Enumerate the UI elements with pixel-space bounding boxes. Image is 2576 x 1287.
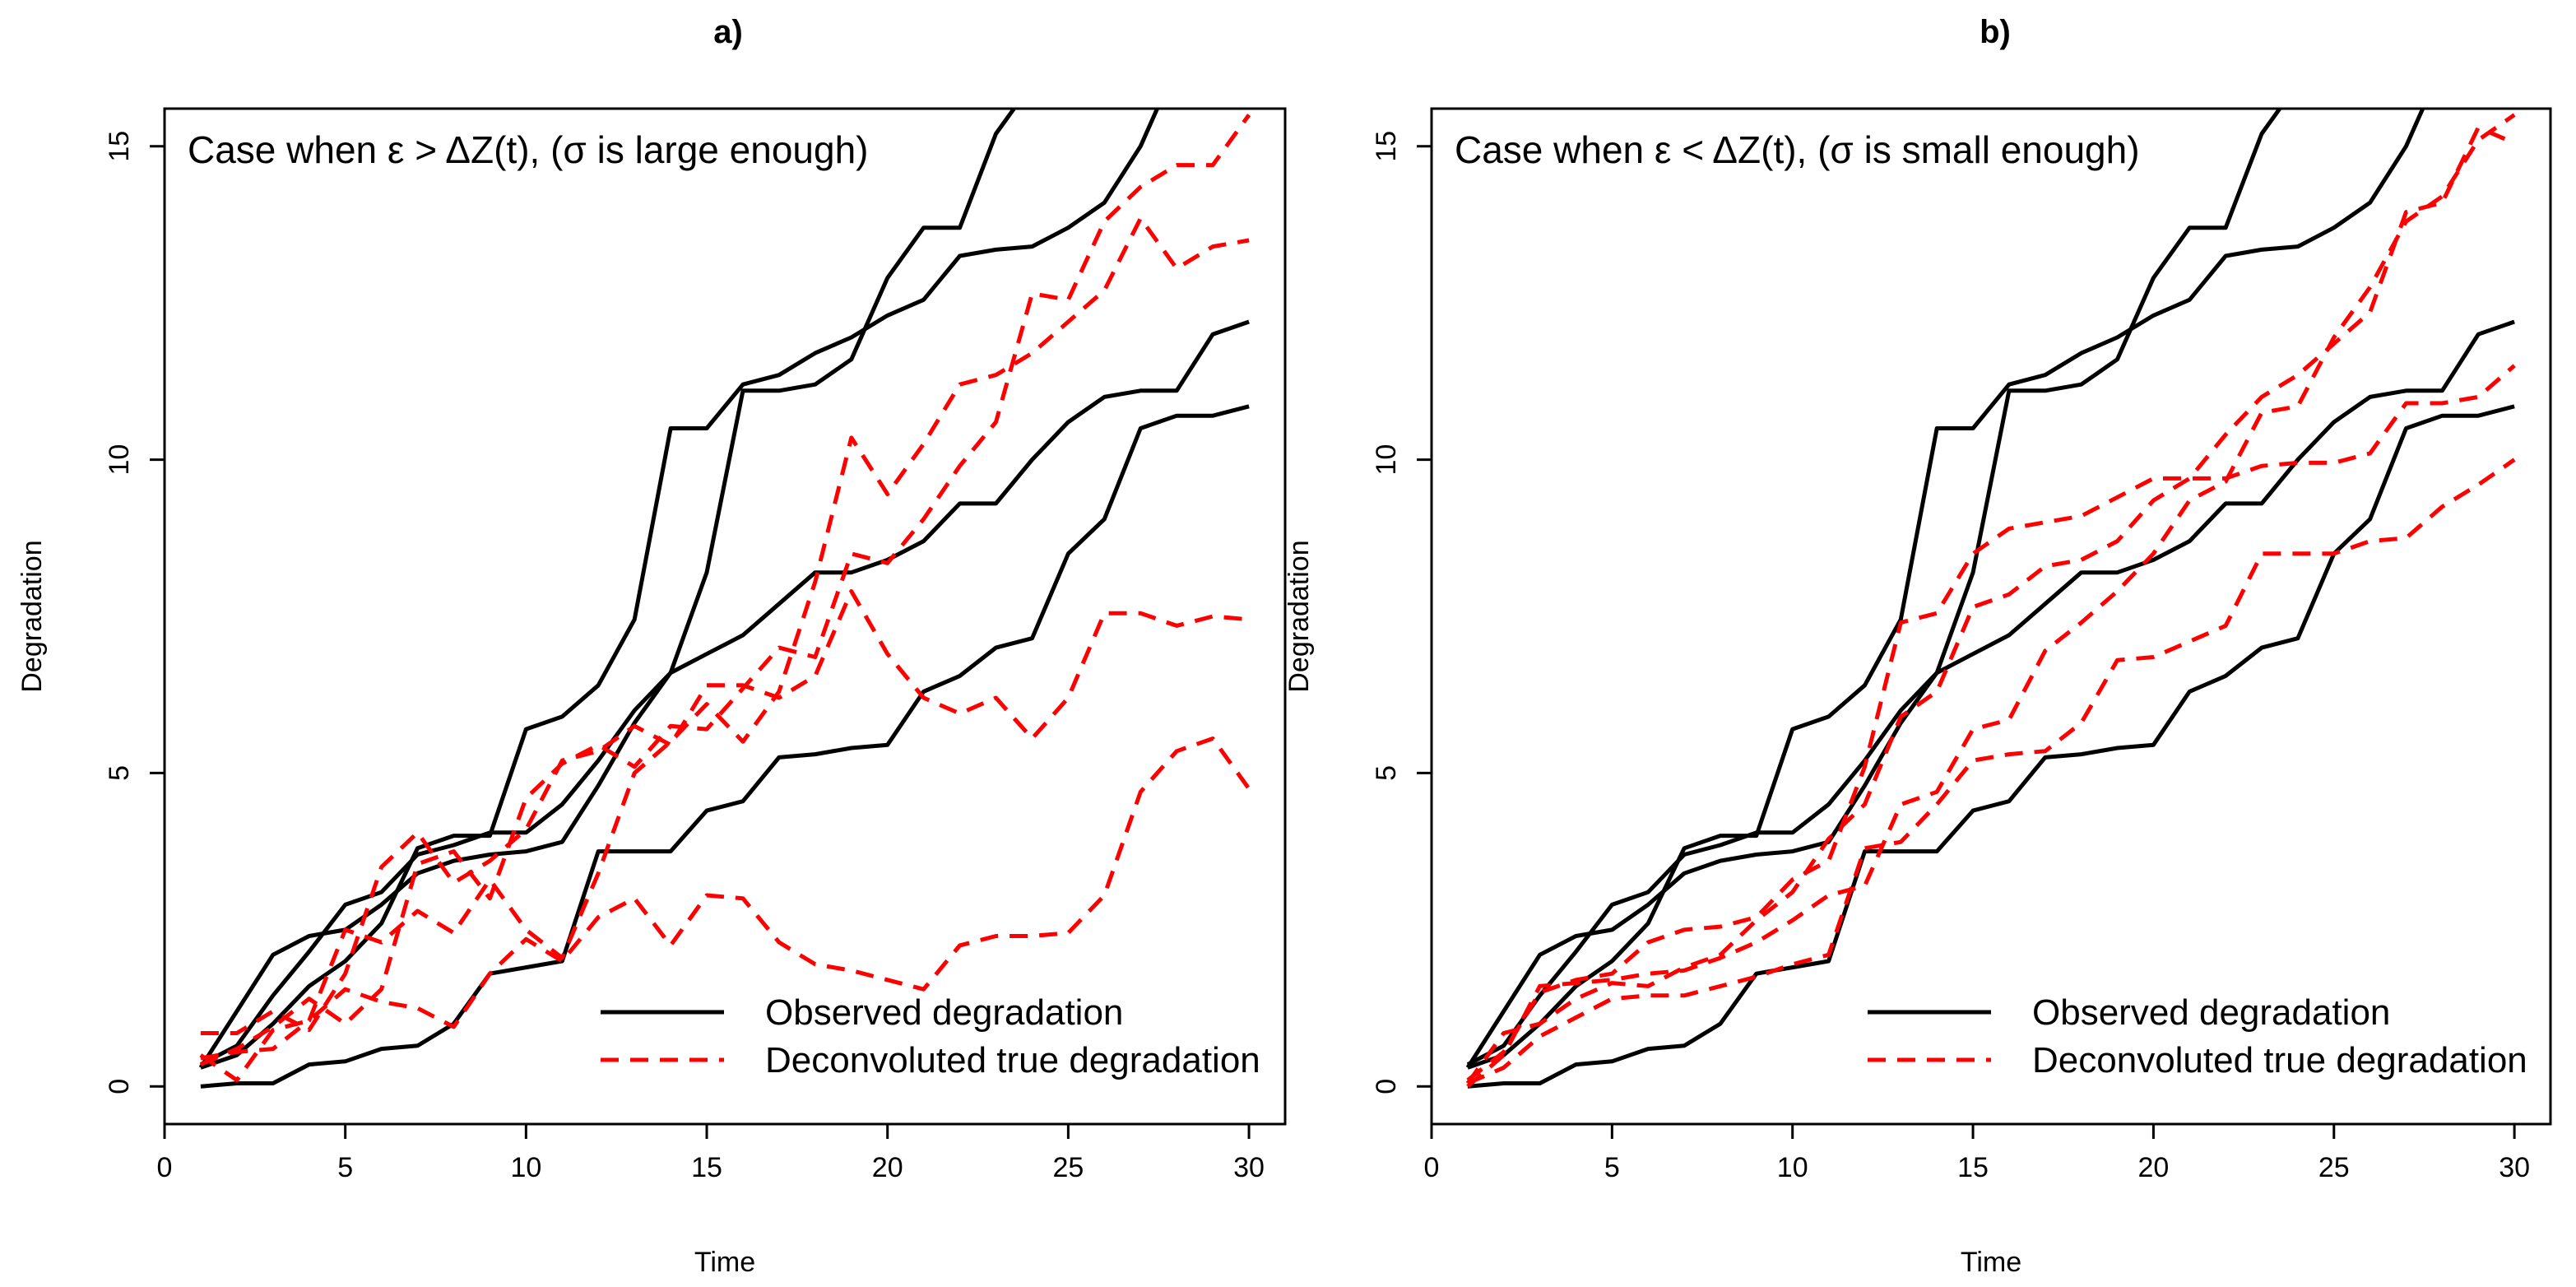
y-axis-title: Degradation	[16, 540, 48, 692]
chart-panel-a: a) 0 5 10 15 20 25 30 0 5 10 15 Time Degradation Case …	[16, 14, 1287, 1278]
y-tick-label: 0	[104, 1079, 135, 1094]
x-tick-label: 5	[337, 1152, 353, 1183]
panel-title-a: a)	[713, 14, 743, 50]
plot-frame	[1430, 107, 2552, 1126]
case-annotation: Case when ε > ΔZ(t), (σ is large enough)	[188, 128, 868, 171]
observed-series-line-4	[1467, 109, 2425, 1070]
legend-observed-label: Observed degradation	[2032, 992, 2390, 1033]
legend: Observed degradation Deconvoluted true de…	[1868, 992, 2527, 1080]
y-tick-label: 5	[104, 765, 135, 781]
case-annotation: Case when ε < ΔZ(t), (σ is small enough)	[1455, 128, 2140, 171]
observed-series-line-3	[199, 109, 1017, 1066]
x-tick-label: 25	[1052, 1152, 1084, 1183]
observed-series-line-1	[198, 319, 1250, 1069]
y-tick-label: 10	[104, 444, 135, 476]
legend-deconvoluted-label: Deconvoluted true degradation	[2032, 1040, 2527, 1080]
deconvoluted-series-line-6	[199, 736, 1251, 1083]
deconvoluted-series-line-6	[1466, 458, 2516, 1085]
x-tick-label: 10	[1777, 1152, 1808, 1183]
x-tick-label: 30	[1233, 1152, 1265, 1183]
x-axis-title: Time	[1961, 1247, 2021, 1278]
y-tick-label: 10	[1371, 444, 1402, 476]
y-tick-label: 15	[1371, 131, 1402, 162]
chart-panel-b: b) 0 5 10 15 20 25 30 0 5 10 15 Time Degradation Case …	[1283, 14, 2552, 1278]
deconvoluted-series-line-5	[1466, 364, 2516, 1082]
x-tick-label: 15	[1957, 1152, 1989, 1183]
series-group	[1465, 109, 2516, 1089]
x-tick-label: 20	[872, 1152, 903, 1183]
deconvoluted-series-line-8	[1465, 125, 2516, 1085]
observed-series-line-4	[200, 109, 1160, 1070]
panel-title-b: b)	[1980, 14, 2011, 50]
legend-observed-label: Observed degradation	[765, 992, 1123, 1033]
observed-series-line-2	[200, 404, 1250, 1089]
observed-series-line-3	[1466, 109, 2283, 1066]
x-tick-label: 20	[2138, 1152, 2170, 1183]
plot-frame	[163, 107, 1287, 1126]
deconvoluted-series-line-7	[1466, 113, 2516, 1089]
x-tick-label: 30	[2499, 1152, 2530, 1183]
deconvoluted-series-line-8	[199, 114, 1251, 1066]
deconvoluted-series-line-5	[200, 589, 1250, 1035]
observed-series-line-1	[1465, 319, 2515, 1069]
legend-deconvoluted-label: Deconvoluted true degradation	[765, 1040, 1260, 1080]
y-axis-title: Degradation	[1283, 540, 1315, 692]
y-tick-label: 0	[1371, 1079, 1402, 1094]
observed-series-line-2	[1467, 404, 2515, 1089]
y-tick-label: 5	[1371, 765, 1402, 781]
deconvoluted-series-line-7	[200, 216, 1250, 1061]
x-tick-label: 10	[510, 1152, 541, 1183]
x-axis-title: Time	[694, 1247, 755, 1278]
x-tick-label: 0	[1424, 1152, 1440, 1183]
x-tick-label: 5	[1604, 1152, 1620, 1183]
x-tick-label: 0	[157, 1152, 173, 1183]
x-tick-label: 25	[2318, 1152, 2350, 1183]
legend: Observed degradation Deconvoluted true de…	[601, 992, 1260, 1080]
y-tick-label: 15	[104, 131, 135, 162]
series-group	[198, 109, 1251, 1089]
x-tick-label: 15	[691, 1152, 722, 1183]
